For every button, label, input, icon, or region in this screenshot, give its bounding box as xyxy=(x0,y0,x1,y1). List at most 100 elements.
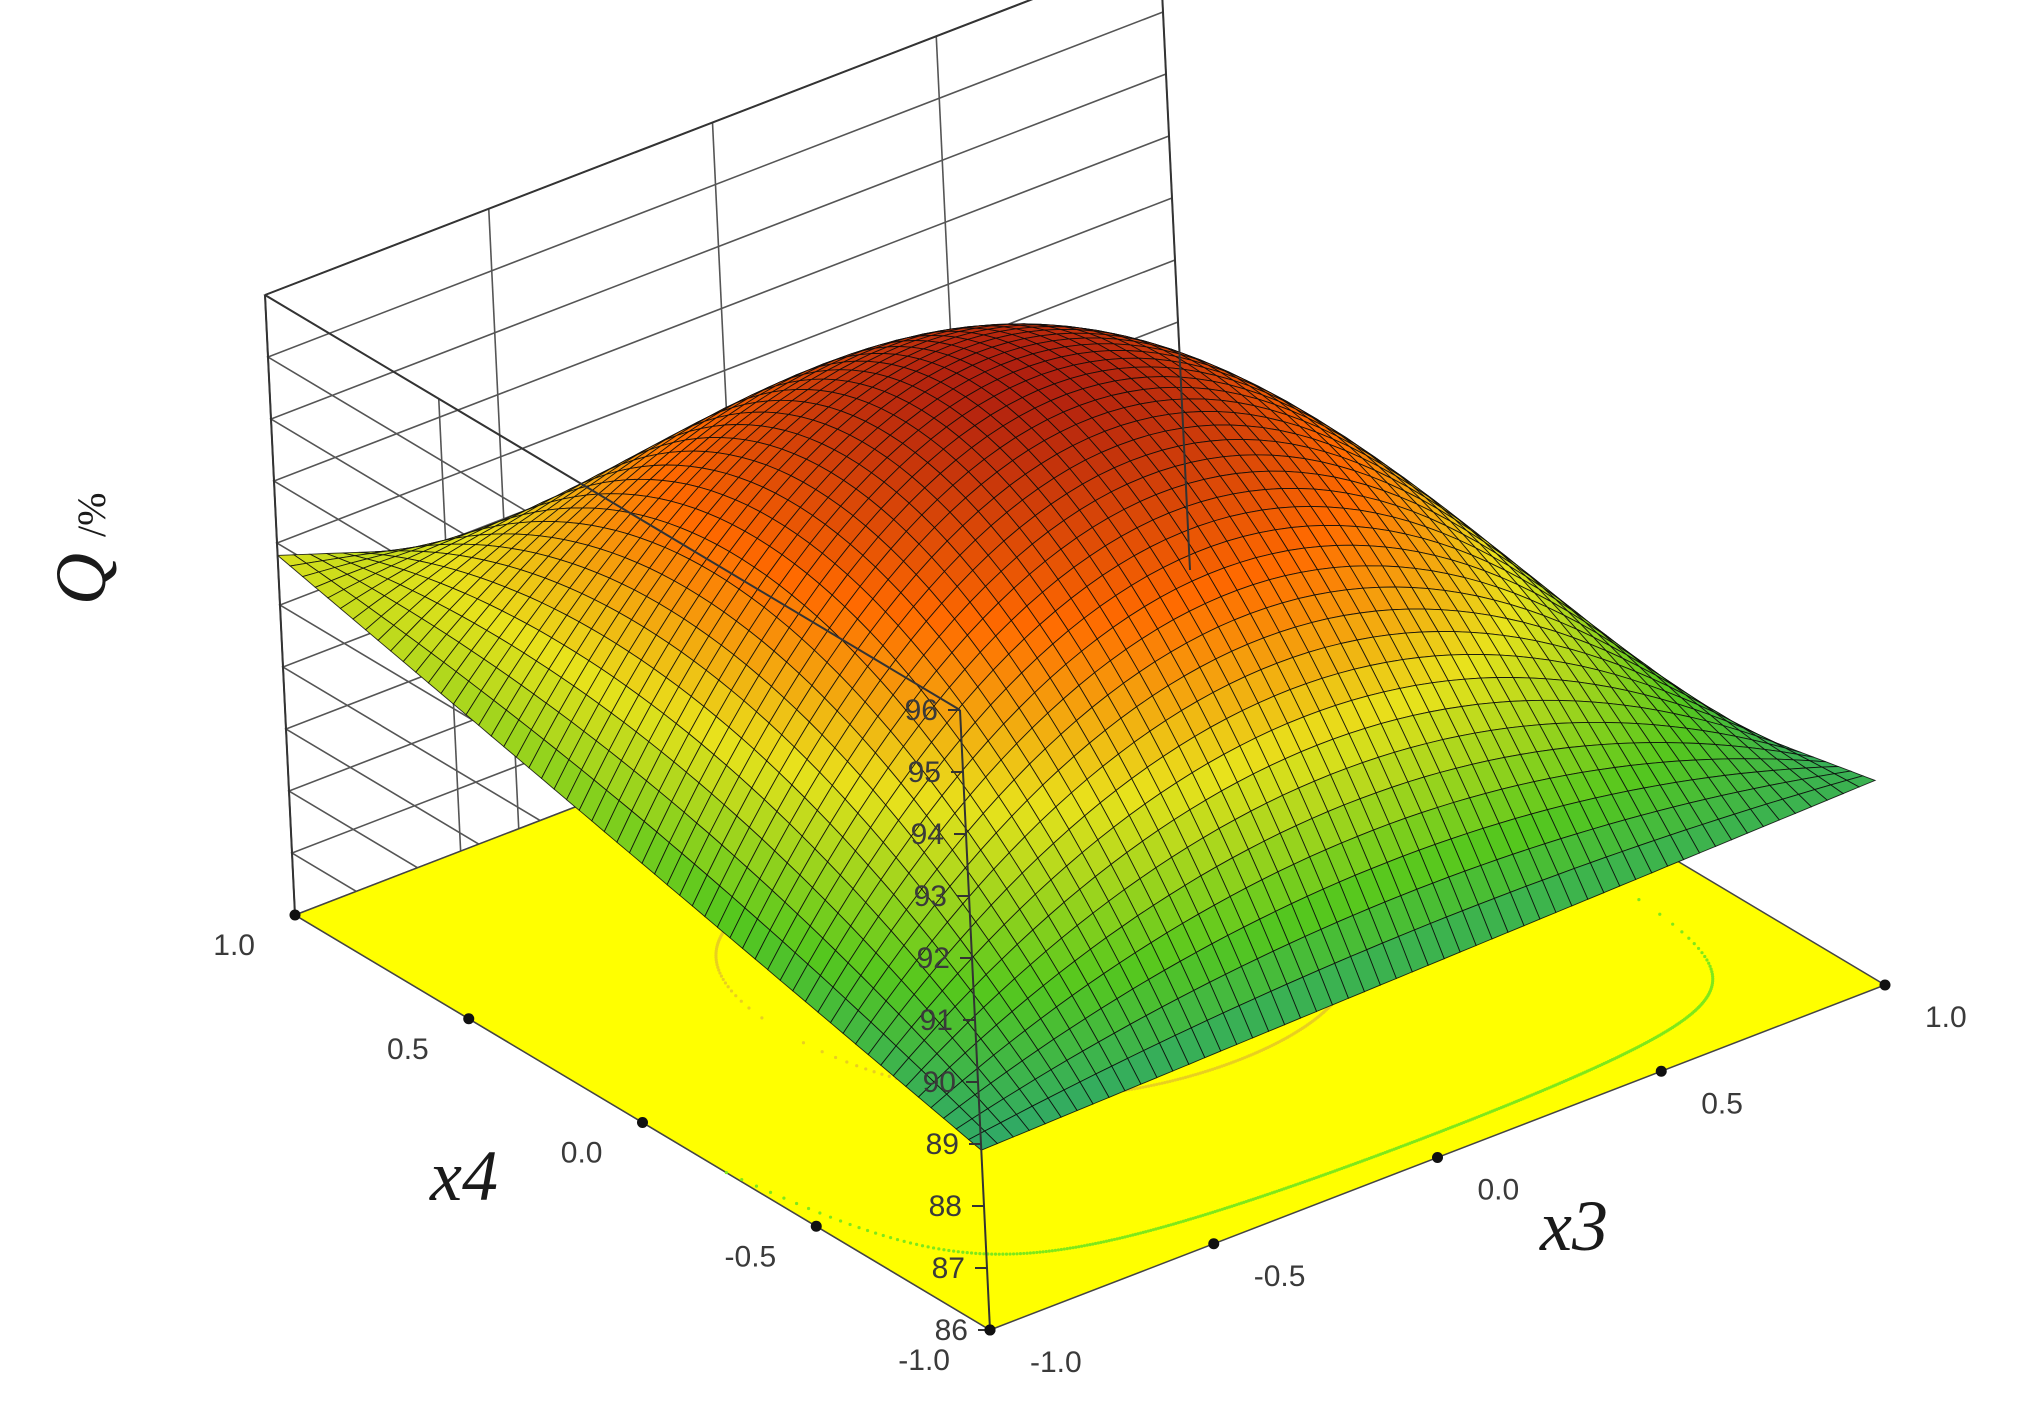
contour-90 xyxy=(1120,1235,1125,1240)
contour-90 xyxy=(1065,1247,1069,1251)
contour-90 xyxy=(1637,898,1641,902)
contour-90 xyxy=(952,1249,956,1253)
contour-94 xyxy=(716,965,720,970)
contour-90 xyxy=(1208,1211,1212,1215)
contour-90 xyxy=(1104,1239,1109,1243)
contour-90 xyxy=(724,1170,728,1175)
contour-94 xyxy=(1168,1079,1172,1083)
contour-90 xyxy=(848,1222,852,1227)
contour-90 xyxy=(1710,972,1714,976)
z-tick-label: 86 xyxy=(935,1314,968,1347)
contour-90 xyxy=(1206,1212,1210,1216)
contour-90 xyxy=(1047,1249,1051,1253)
contour-94 xyxy=(717,968,721,972)
z-tick-label: 90 xyxy=(923,1066,956,1099)
contour-90 xyxy=(1174,1221,1178,1225)
x4-tick-mark xyxy=(463,1013,475,1025)
contour-90 xyxy=(1128,1234,1132,1238)
contour-90 xyxy=(828,1215,833,1219)
x4-tick-label: 0.5 xyxy=(387,1033,429,1066)
contour-94 xyxy=(1155,1082,1159,1087)
contour-90 xyxy=(1156,1226,1161,1230)
contour-90 xyxy=(1001,1252,1005,1256)
contour-90 xyxy=(1658,912,1662,916)
contour-90 xyxy=(1022,1251,1026,1256)
contour-90 xyxy=(1215,1209,1220,1213)
contour-90 xyxy=(895,1238,900,1242)
contour-90 xyxy=(1213,1209,1217,1214)
contour-90 xyxy=(1068,1246,1072,1250)
contour-94 xyxy=(1141,1085,1145,1089)
contour-90 xyxy=(1146,1229,1150,1233)
contour-90 xyxy=(1203,1212,1207,1217)
contour-94 xyxy=(887,1074,891,1079)
x3-tick-label: -0.5 xyxy=(1254,1260,1306,1293)
contour-94 xyxy=(1196,1072,1200,1076)
contour-90 xyxy=(1044,1249,1048,1254)
contour-94 xyxy=(855,1064,859,1068)
contour-90 xyxy=(1711,975,1715,979)
x3-tick-mark xyxy=(1208,1238,1220,1250)
x4-tick-mark xyxy=(810,1220,822,1232)
contour-94 xyxy=(1152,1083,1156,1087)
contour-90 xyxy=(1705,958,1709,962)
contour-94 xyxy=(845,1060,849,1064)
x4-tick-mark xyxy=(637,1117,648,1128)
contour-90 xyxy=(782,1196,786,1200)
contour-90 xyxy=(1696,946,1701,951)
contour-90 xyxy=(1149,1228,1153,1232)
contour-90 xyxy=(865,1228,870,1233)
contour-90 xyxy=(1139,1231,1143,1235)
contour-90 xyxy=(1074,1245,1078,1249)
contour-90 xyxy=(1710,970,1714,974)
x3-tick-label: 1.0 xyxy=(1925,1001,1967,1034)
x3-axis-label: x3 xyxy=(1539,1186,1608,1266)
z-axis-unit: /% xyxy=(69,493,114,537)
contour-90 xyxy=(1164,1224,1168,1228)
contour-90 xyxy=(1687,936,1691,940)
contour-90 xyxy=(1201,1213,1205,1217)
x3-tick-label: -1.0 xyxy=(1030,1346,1082,1379)
contour-90 xyxy=(1041,1250,1045,1254)
contour-90 xyxy=(990,1252,994,1256)
contour-90 xyxy=(1126,1234,1130,1238)
contour-94 xyxy=(1163,1080,1167,1085)
contour-90 xyxy=(1112,1237,1117,1242)
contour-94 xyxy=(1149,1083,1153,1088)
contour-90 xyxy=(874,1231,878,1235)
contour-90 xyxy=(1151,1228,1155,1232)
contour-90 xyxy=(1196,1215,1200,1219)
contour-90 xyxy=(1088,1243,1092,1247)
contour-90 xyxy=(942,1248,946,1252)
contour-90 xyxy=(1194,1215,1198,1220)
contour-90 xyxy=(1709,967,1713,971)
response-surface xyxy=(276,323,1877,1151)
contour-90 xyxy=(1159,1226,1163,1230)
contour-94 xyxy=(1201,1070,1205,1074)
contour-90 xyxy=(1056,1248,1060,1252)
contour-90 xyxy=(1011,1252,1016,1256)
contour-90 xyxy=(956,1250,960,1254)
contour-90 xyxy=(838,1219,843,1223)
contour-90 xyxy=(1062,1247,1066,1251)
x3-tick-mark xyxy=(1432,1152,1443,1163)
contour-90 xyxy=(1176,1221,1181,1225)
contour-90 xyxy=(1118,1236,1122,1240)
contour-90 xyxy=(982,1252,986,1256)
contour-94 xyxy=(1135,1086,1140,1090)
contour-94 xyxy=(1186,1075,1190,1079)
contour-90 xyxy=(931,1246,936,1250)
contour-94 xyxy=(1203,1070,1207,1074)
contour-90 xyxy=(1191,1216,1195,1220)
contour-90 xyxy=(768,1190,773,1194)
contour-94 xyxy=(714,958,718,962)
z-tick-label: 89 xyxy=(926,1128,959,1161)
contour-94 xyxy=(1171,1079,1175,1083)
z-tick-label: 93 xyxy=(914,880,947,913)
contour-90 xyxy=(1025,1251,1029,1255)
contour-94 xyxy=(1165,1080,1170,1084)
contour-90 xyxy=(915,1242,919,1247)
contour-94 xyxy=(1188,1074,1193,1078)
contour-90 xyxy=(1096,1241,1100,1245)
contour-94 xyxy=(801,1041,806,1045)
